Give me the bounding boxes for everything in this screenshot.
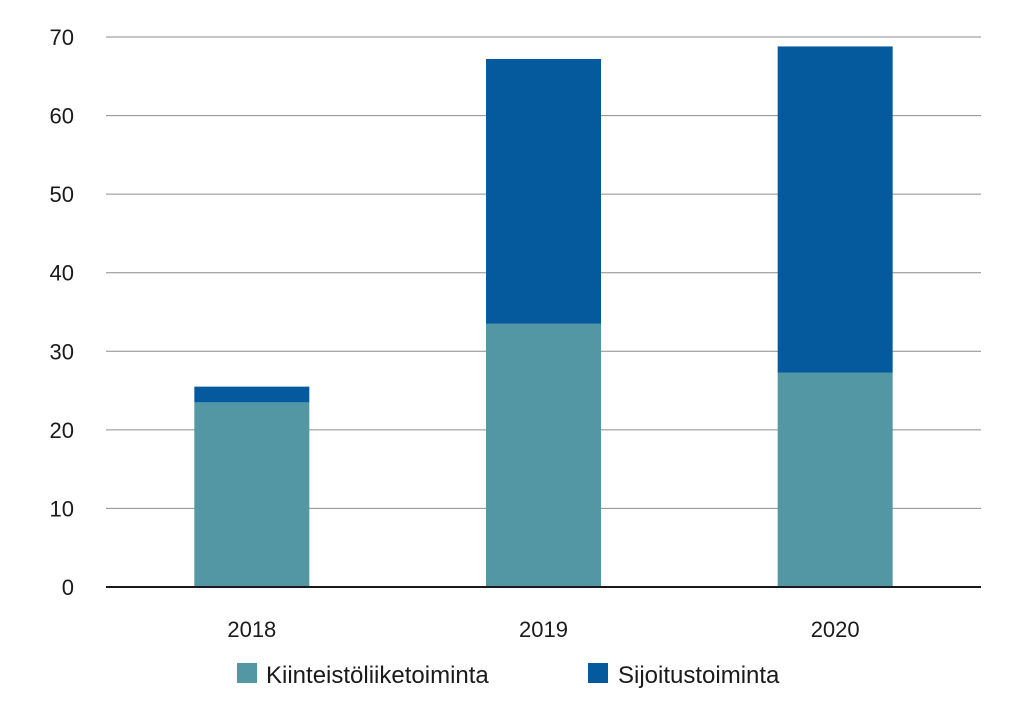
y-tick-label: 20 [50, 418, 74, 443]
bar-segment-2019-sijoitustoiminta [486, 59, 601, 324]
x-tick-label: 2020 [811, 617, 860, 642]
y-tick-label: 10 [50, 496, 74, 521]
y-tick-label: 30 [50, 339, 74, 364]
y-tick-label: 0 [62, 575, 74, 600]
bar-segment-2018-kiinteistoliiketoiminta [194, 402, 310, 587]
bar-segment-2020-sijoitustoiminta [777, 46, 893, 373]
y-tick-label: 70 [50, 25, 74, 50]
y-tick-label: 40 [50, 261, 74, 286]
bar-segment-2019-kiinteistoliiketoiminta [486, 323, 601, 587]
y-tick-label: 60 [50, 104, 74, 129]
y-tick-label: 50 [50, 182, 74, 207]
legend-label: Sijoitustoiminta [618, 662, 780, 689]
x-tick-label: 2019 [519, 617, 568, 642]
bar-segment-2018-sijoitustoiminta [194, 386, 310, 403]
bar-segment-2020-kiinteistoliiketoiminta [777, 372, 893, 587]
legend-swatch [588, 663, 608, 683]
legend-label: Kiinteistöliiketoiminta [266, 662, 489, 689]
x-tick-label: 2018 [227, 617, 276, 642]
legend-swatch [237, 663, 257, 683]
